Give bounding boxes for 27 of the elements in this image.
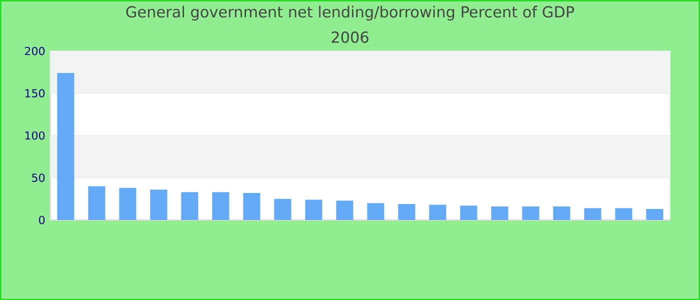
bar — [491, 206, 508, 220]
y-tick-label: 200 — [24, 46, 45, 56]
y-tick-label: 0 — [39, 216, 45, 224]
bar — [460, 206, 478, 220]
bar — [243, 192, 260, 220]
bar — [398, 204, 416, 220]
y-tick-label: 100 — [25, 131, 45, 140]
bar — [274, 198, 292, 220]
bar — [522, 206, 540, 220]
y-tick-label: 150 — [25, 88, 45, 98]
bar — [646, 208, 664, 220]
bar — [584, 208, 602, 220]
chart-subtitle: 2006 — [332, 31, 368, 43]
bar — [181, 192, 198, 220]
bar — [615, 208, 632, 220]
bar — [429, 204, 446, 220]
bar — [88, 186, 106, 220]
bar — [119, 188, 136, 220]
bar — [367, 203, 384, 220]
bar — [305, 200, 322, 220]
bar — [336, 200, 354, 220]
bar — [212, 192, 230, 220]
bar — [150, 189, 168, 220]
y-tick-label: 50 — [32, 173, 45, 182]
chart-title: General government net lending/borrowing Percent of GDP — [126, 6, 574, 20]
bar — [553, 206, 570, 220]
bar — [57, 72, 74, 220]
